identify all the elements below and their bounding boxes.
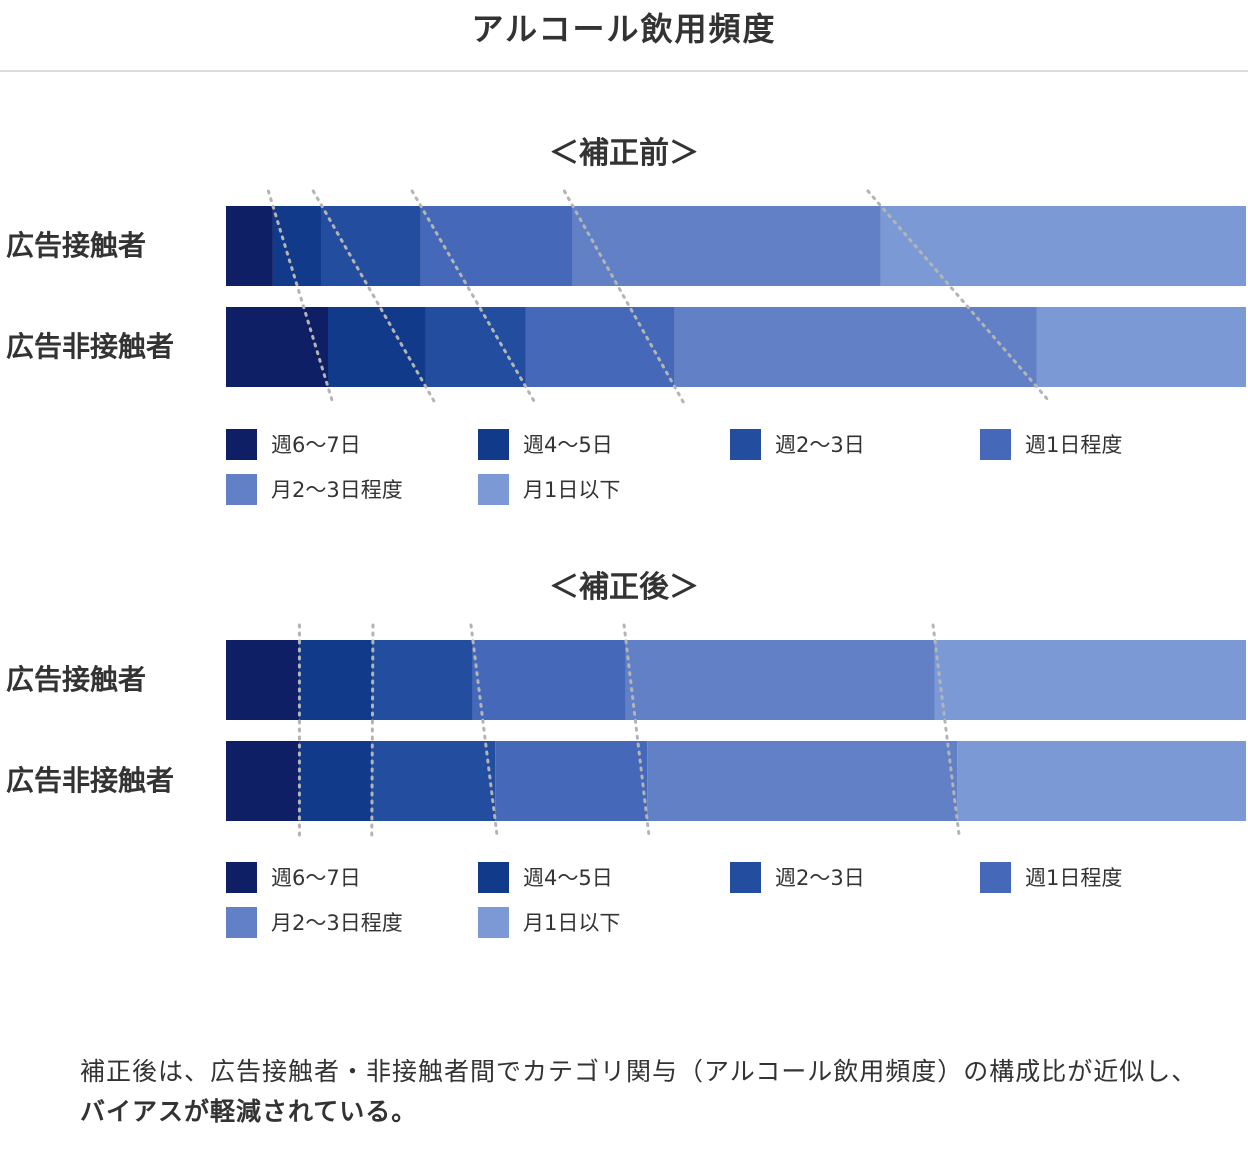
legend-item-after-0: 週6〜7日 bbox=[226, 861, 361, 893]
legend-item-before-5: 月1日以下 bbox=[478, 473, 620, 505]
legend-item-after-5: 月1日以下 bbox=[478, 906, 620, 938]
legend-item-after-4: 月2〜3日程度 bbox=[226, 906, 403, 938]
footnote: 補正後は、広告接触者・非接触者間でカテゴリ関与（アルコール飲用頻度）の構成比が近… bbox=[80, 1052, 1200, 1132]
bar-segment-before-1-1 bbox=[328, 307, 426, 387]
page-title: アルコール飲用頻度 bbox=[471, 10, 777, 48]
legend-swatch bbox=[730, 861, 761, 893]
bar-segment-before-0-4 bbox=[572, 206, 881, 286]
legend-swatch bbox=[226, 906, 257, 938]
legend-swatch bbox=[226, 428, 257, 460]
section-title-after: ＜補正後＞ bbox=[549, 570, 699, 605]
bar-segment-after-1-4 bbox=[647, 741, 958, 821]
bar-segment-before-1-4 bbox=[674, 307, 1037, 387]
bar-segment-before-1-3 bbox=[525, 307, 675, 387]
guide-line-before-3 bbox=[562, 189, 685, 404]
legend-label: 月2〜3日程度 bbox=[271, 911, 403, 935]
legend-item-before-2: 週2〜3日 bbox=[730, 428, 865, 460]
legend-swatch bbox=[980, 861, 1011, 893]
legend-label: 週4〜5日 bbox=[523, 433, 613, 457]
bar-segment-before-0-0 bbox=[226, 206, 273, 286]
bar-segment-before-0-1 bbox=[272, 206, 322, 286]
bar-segment-before-1-2 bbox=[425, 307, 526, 387]
legend-label: 週1日程度 bbox=[1025, 866, 1123, 890]
guide-line-before-0 bbox=[266, 189, 335, 404]
legend-swatch bbox=[226, 473, 257, 505]
section-title-before: ＜補正前＞ bbox=[549, 136, 699, 171]
row-label-before-1: 広告非接触者 bbox=[6, 330, 175, 363]
legend-label: 月1日以下 bbox=[523, 478, 621, 502]
bar-segment-after-1-5 bbox=[957, 741, 1246, 821]
guide-line-after-3 bbox=[622, 623, 651, 838]
bar-segment-before-1-0 bbox=[226, 307, 328, 387]
legend-item-after-3: 週1日程度 bbox=[980, 861, 1122, 893]
bar-segment-after-0-1 bbox=[299, 640, 373, 720]
bar-segment-after-1-1 bbox=[299, 741, 372, 821]
legend-label: 週4〜5日 bbox=[523, 866, 613, 890]
bar-segment-after-1-0 bbox=[226, 741, 300, 821]
legend-swatch bbox=[980, 428, 1011, 460]
bar-segment-before-1-5 bbox=[1036, 307, 1246, 387]
bar-segment-after-1-3 bbox=[495, 741, 648, 821]
legend-item-before-1: 週4〜5日 bbox=[478, 428, 613, 460]
bar-segment-after-0-3 bbox=[472, 640, 626, 720]
bar-segment-after-0-2 bbox=[372, 640, 473, 720]
guide-line-after-2 bbox=[469, 623, 499, 838]
legend-swatch bbox=[478, 906, 509, 938]
legend-label: 週2〜3日 bbox=[775, 866, 865, 890]
guide-line-before-1 bbox=[311, 189, 437, 404]
guide-line-after-4 bbox=[931, 623, 961, 838]
row-label-after-1: 広告非接触者 bbox=[6, 764, 175, 797]
guide-line-before-2 bbox=[410, 189, 537, 404]
guide-line-after-1 bbox=[370, 623, 375, 838]
legend-item-before-3: 週1日程度 bbox=[980, 428, 1122, 460]
legend-swatch bbox=[478, 861, 509, 893]
row-label-after-0: 広告接触者 bbox=[6, 663, 147, 696]
legend-label: 週6〜7日 bbox=[271, 866, 361, 890]
legend-swatch bbox=[226, 861, 257, 893]
legend-item-after-2: 週2〜3日 bbox=[730, 861, 865, 893]
guide-line-before-4 bbox=[866, 189, 1052, 404]
legend-swatch bbox=[478, 428, 509, 460]
bar-segment-after-0-4 bbox=[625, 640, 935, 720]
legend-label: 月2〜3日程度 bbox=[271, 478, 403, 502]
legend-swatch bbox=[478, 473, 509, 505]
legend-label: 週2〜3日 bbox=[775, 433, 865, 457]
bar-segment-after-0-5 bbox=[934, 640, 1246, 720]
bar-segment-after-1-2 bbox=[371, 741, 496, 821]
bar-segment-before-0-5 bbox=[880, 206, 1246, 286]
row-label-before-0: 広告接触者 bbox=[6, 229, 147, 262]
legend-label: 週1日程度 bbox=[1025, 433, 1123, 457]
legend-swatch bbox=[730, 428, 761, 460]
footnote-emphasis: バイアスが軽減されている。 bbox=[80, 1097, 418, 1126]
bar-segment-before-0-2 bbox=[321, 206, 421, 286]
legend-item-before-0: 週6〜7日 bbox=[226, 428, 361, 460]
title-divider bbox=[0, 70, 1248, 72]
legend-label: 月1日以下 bbox=[523, 911, 621, 935]
legend-label: 週6〜7日 bbox=[271, 433, 361, 457]
legend-item-after-1: 週4〜5日 bbox=[478, 861, 613, 893]
legend-item-before-4: 月2〜3日程度 bbox=[226, 473, 403, 505]
bar-segment-after-0-0 bbox=[226, 640, 300, 720]
bar-segment-before-0-3 bbox=[420, 206, 573, 286]
footnote-text: 補正後は、広告接触者・非接触者間でカテゴリ関与（アルコール飲用頻度）の構成比が近… bbox=[80, 1057, 1198, 1086]
